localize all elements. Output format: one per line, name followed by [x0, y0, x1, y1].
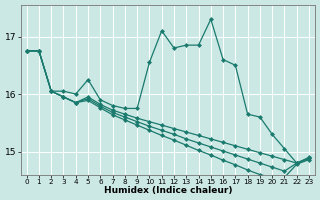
X-axis label: Humidex (Indice chaleur): Humidex (Indice chaleur): [104, 186, 232, 195]
